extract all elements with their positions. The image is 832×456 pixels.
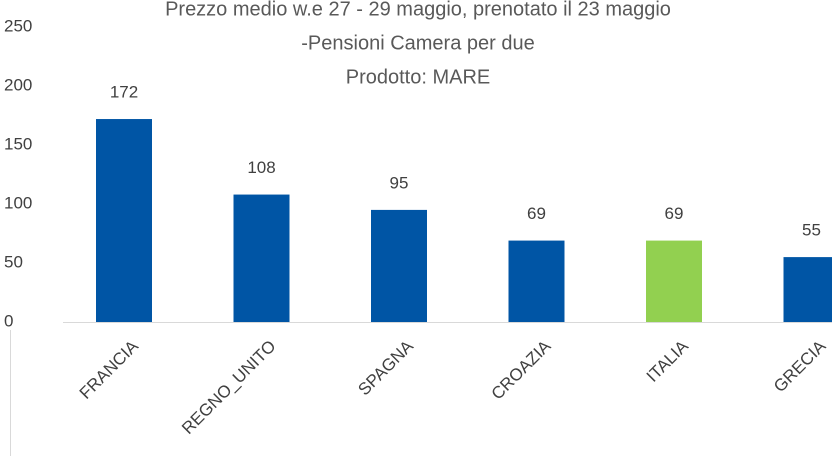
y-tick-label: 150 — [4, 134, 32, 153]
bar — [96, 119, 152, 322]
data-label: 69 — [527, 204, 546, 223]
x-tick-label: REGNO_UNITO — [178, 337, 279, 438]
x-tick-label: CROAZIA — [488, 336, 555, 403]
y-tick-label: 50 — [4, 252, 23, 271]
bar — [646, 240, 702, 322]
data-label: 69 — [665, 204, 684, 223]
data-label: 172 — [110, 83, 138, 102]
data-label: 108 — [247, 158, 275, 177]
chart-title: Prezzo medio w.e 27 - 29 maggio, prenota… — [165, 0, 671, 20]
chart-title: Prodotto: MARE — [346, 66, 491, 88]
data-label: 95 — [390, 173, 409, 192]
x-tick-label: GRECIA — [770, 336, 830, 396]
y-tick-label: 0 — [4, 311, 13, 330]
y-tick-label: 100 — [4, 193, 32, 212]
y-tick-label: 250 — [4, 16, 32, 35]
bar — [371, 209, 427, 322]
x-tick-label: FRANCIA — [76, 336, 143, 403]
y-tick-label: 200 — [4, 75, 32, 94]
bar — [233, 194, 290, 322]
bar — [508, 240, 565, 322]
bar — [783, 257, 832, 322]
data-label: 55 — [802, 221, 821, 240]
x-tick-label: SPAGNA — [354, 336, 417, 399]
chart-title: -Pensioni Camera per due — [301, 32, 534, 54]
x-tick-label: ITALIA — [643, 336, 693, 386]
